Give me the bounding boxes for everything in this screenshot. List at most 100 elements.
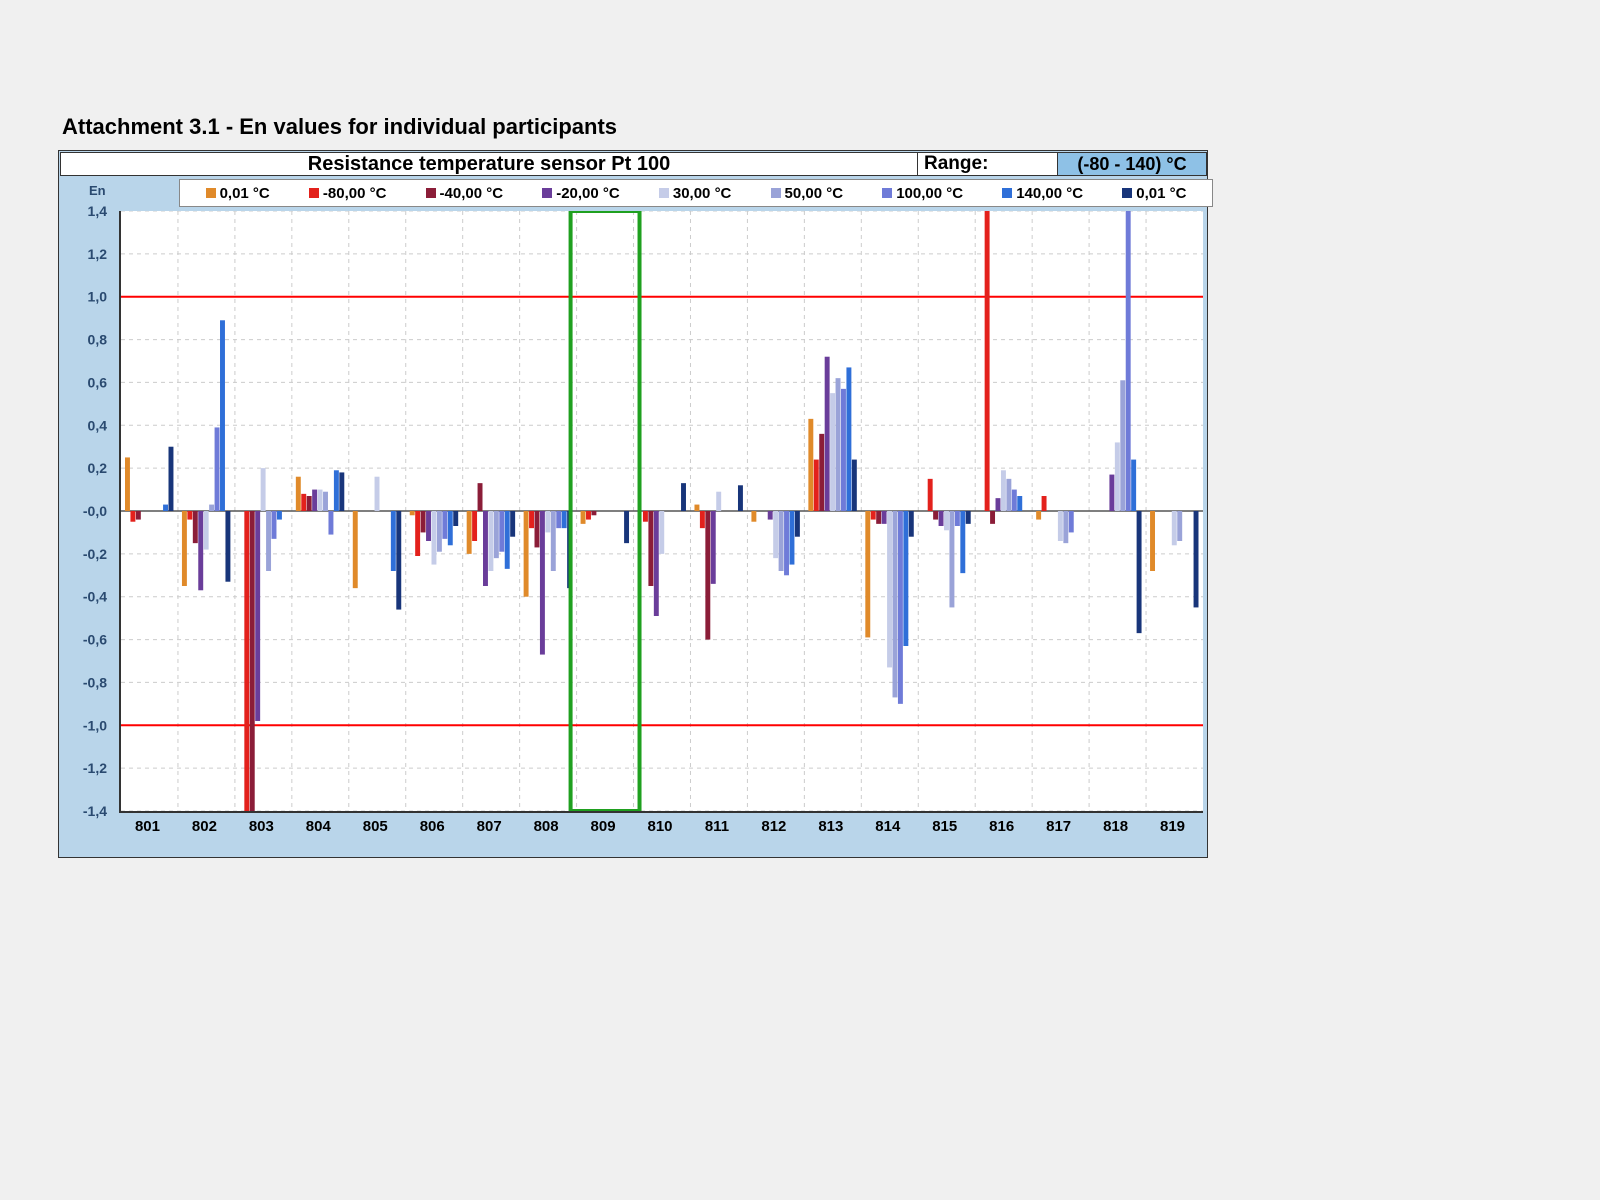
y-tick-label: 0,8 xyxy=(88,332,108,348)
legend-item: 30,00 °C xyxy=(659,185,732,202)
legend-label: -80,00 °C xyxy=(323,185,387,202)
legend-swatch xyxy=(1002,188,1012,198)
bar xyxy=(784,511,789,575)
bar xyxy=(654,511,659,616)
y-tick-label: -1,4 xyxy=(83,803,107,819)
bar xyxy=(887,511,892,667)
legend-item: -20,00 °C xyxy=(542,185,620,202)
bar xyxy=(648,511,653,586)
y-tick-label: 0,4 xyxy=(88,417,108,433)
bar xyxy=(825,357,830,511)
bar xyxy=(586,511,591,520)
bar xyxy=(836,378,841,511)
x-tick-label: 811 xyxy=(705,818,729,835)
bar xyxy=(551,511,556,571)
bar xyxy=(944,511,949,530)
bar xyxy=(591,511,596,515)
bar xyxy=(1012,490,1017,511)
bar xyxy=(893,511,898,697)
x-tick-label: 813 xyxy=(818,818,843,835)
legend-item: -80,00 °C xyxy=(309,185,387,202)
bar xyxy=(716,492,721,511)
bar xyxy=(1172,511,1177,545)
bar xyxy=(928,479,933,511)
bar xyxy=(1131,460,1136,511)
y-tick-label: 1,0 xyxy=(88,289,108,305)
bar xyxy=(255,511,260,721)
x-tick-label: 802 xyxy=(192,818,217,835)
y-tick-label: -0,4 xyxy=(83,589,107,605)
bar xyxy=(261,468,266,511)
bar xyxy=(898,511,903,704)
bar xyxy=(545,511,550,532)
x-tick-label: 817 xyxy=(1046,818,1071,835)
bar xyxy=(448,511,453,545)
bar xyxy=(328,511,333,535)
legend-label: 0,01 °C xyxy=(1136,185,1186,202)
range-label: Range: xyxy=(917,152,1064,176)
bar xyxy=(307,496,312,511)
y-tick-label: -0,2 xyxy=(83,546,107,562)
legend-label: 140,00 °C xyxy=(1016,185,1083,202)
legend-label: 100,00 °C xyxy=(896,185,963,202)
legend-item: -40,00 °C xyxy=(426,185,504,202)
bar xyxy=(488,511,493,571)
bar xyxy=(499,511,504,552)
bar xyxy=(876,511,881,524)
bar xyxy=(225,511,230,582)
bar xyxy=(768,511,773,520)
x-tick-label: 818 xyxy=(1103,818,1128,835)
bar xyxy=(738,485,743,511)
bar xyxy=(659,511,664,554)
bar xyxy=(852,460,857,511)
bar xyxy=(985,211,990,511)
bar xyxy=(643,511,648,522)
bar xyxy=(1194,511,1199,607)
bar xyxy=(467,511,472,554)
y-tick-label: -1,2 xyxy=(83,760,107,776)
bar xyxy=(334,470,339,511)
range-value: (-80 - 140) °C xyxy=(1057,152,1207,176)
legend-label: -40,00 °C xyxy=(440,185,504,202)
x-tick-label: 806 xyxy=(420,818,445,835)
y-tick-label: 0,6 xyxy=(88,374,108,390)
legend-label: 0,01 °C xyxy=(220,185,270,202)
bar xyxy=(318,490,323,511)
bar xyxy=(296,477,301,511)
x-tick-label: 803 xyxy=(249,818,274,835)
x-tick-label: 804 xyxy=(306,818,332,835)
bar xyxy=(209,505,214,511)
bar xyxy=(266,511,271,571)
bar xyxy=(431,511,436,565)
bar xyxy=(705,511,710,640)
bar xyxy=(1177,511,1182,541)
bar xyxy=(1058,511,1063,541)
bar xyxy=(996,498,1001,511)
bar xyxy=(1001,470,1006,511)
bar xyxy=(694,505,699,511)
bar xyxy=(453,511,458,526)
bar xyxy=(841,389,846,511)
bar xyxy=(700,511,705,528)
bar xyxy=(939,511,944,526)
bar xyxy=(795,511,800,537)
legend-item: 140,00 °C xyxy=(1002,185,1083,202)
bar xyxy=(483,511,488,586)
bar xyxy=(990,511,995,524)
legend-item: 100,00 °C xyxy=(882,185,963,202)
bar xyxy=(339,472,344,511)
bar xyxy=(323,492,328,511)
bar xyxy=(478,483,483,511)
bar xyxy=(1137,511,1142,633)
legend: 0,01 °C -80,00 °C -40,00 °C -20,00 °C 30,00 … xyxy=(179,179,1213,207)
bar xyxy=(535,511,540,547)
y-tick-label: 0,2 xyxy=(88,460,108,476)
x-tick-label: 807 xyxy=(477,818,502,835)
bar xyxy=(933,511,938,520)
bar xyxy=(711,511,716,584)
bar xyxy=(1063,511,1068,543)
bar xyxy=(391,511,396,571)
legend-swatch xyxy=(542,188,552,198)
bar xyxy=(198,511,203,590)
bar xyxy=(410,511,415,515)
